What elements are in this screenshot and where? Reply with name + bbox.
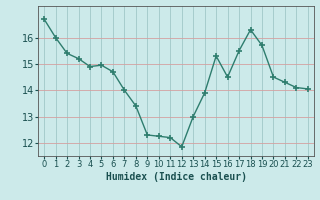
X-axis label: Humidex (Indice chaleur): Humidex (Indice chaleur) [106, 172, 246, 182]
